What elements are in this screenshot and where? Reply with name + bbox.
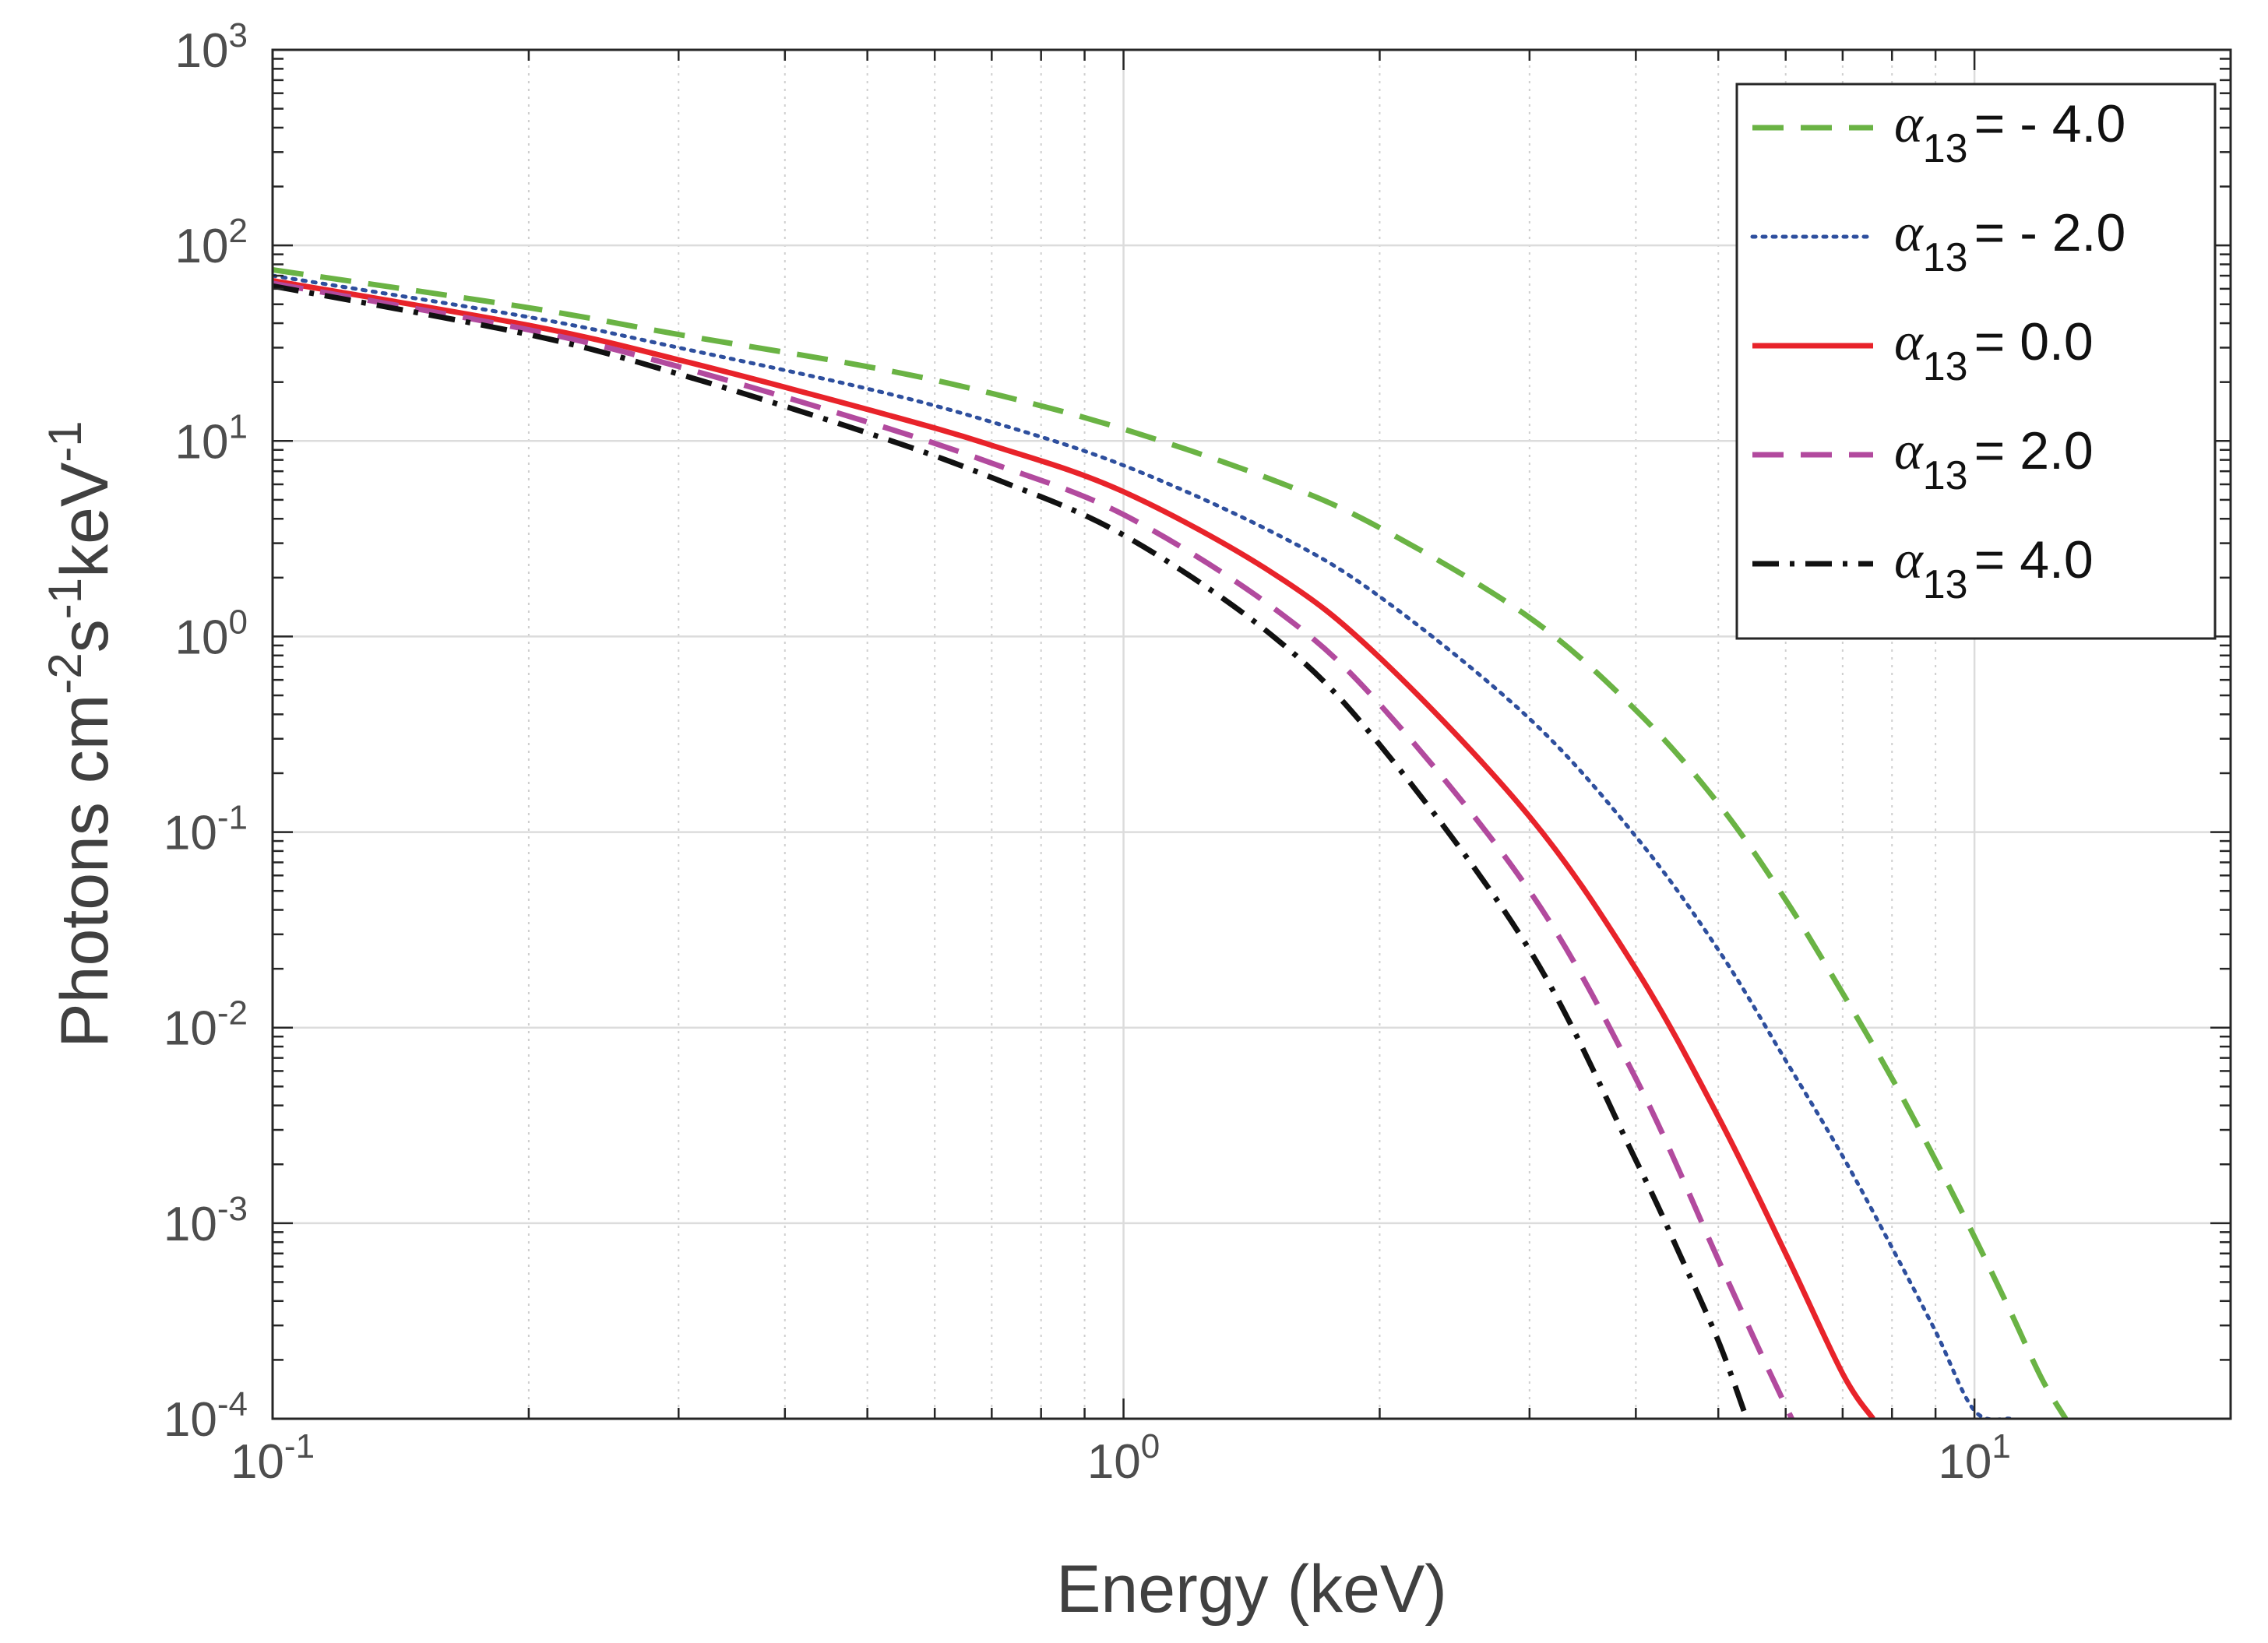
y-tick-label-base: 10 (175, 610, 229, 664)
legend-symbol: α (1894, 312, 1924, 372)
legend-symbol: α (1894, 530, 1924, 590)
legend-box (1735, 83, 2217, 640)
x-axis-title: Energy (keV) (1056, 1552, 1447, 1627)
legend-equals: = - 2.0 (1974, 203, 2126, 262)
series-line-5 (273, 283, 1749, 1419)
svg-text:Photons cm-2s-1keV-1: Photons cm-2s-1keV-1 (39, 420, 122, 1047)
x-tick-label: 101 (1938, 1427, 2010, 1489)
y-tick-label-exp: 0 (229, 603, 248, 641)
legend-subscript: 13 (1923, 235, 1968, 280)
plot-frame (271, 48, 2232, 1420)
x-tick-label-base: 10 (1938, 1435, 1992, 1489)
legend-subscript: 13 (1923, 562, 1968, 607)
x-tick-label-base: 10 (1087, 1435, 1141, 1489)
y-axis-title-exp1: -2 (39, 653, 91, 694)
y-tick-label-base: 10 (175, 220, 229, 273)
y-tick-label: 102 (175, 212, 248, 273)
y-tick-label: 10-3 (164, 1190, 248, 1251)
legend-equals: = 2.0 (1974, 421, 2094, 480)
series-line-3 (273, 278, 1875, 1419)
legend-label-3: α13 = 0.0 (1894, 312, 2094, 389)
y-axis-title-exp3: -1 (39, 420, 91, 462)
series-line-1 (273, 267, 2069, 1419)
legend-label-4: α13 = 2.0 (1894, 421, 2094, 498)
y-tick-label: 10-1 (164, 799, 248, 860)
y-tick-label-exp: 1 (229, 407, 248, 445)
y-tick-label-base: 10 (164, 1198, 217, 1251)
x-tick-label-exp: 0 (1141, 1427, 1160, 1465)
y-tick-label: 103 (175, 16, 248, 78)
legend-label-5: α13 = 4.0 (1894, 530, 2094, 607)
y-tick-label-exp: -4 (217, 1385, 248, 1423)
legend-label-1: α13 = - 4.0 (1894, 94, 2125, 171)
y-tick-label-base: 10 (164, 1393, 217, 1447)
legend-symbol: α (1894, 421, 1924, 481)
x-tick-label-exp: -1 (284, 1427, 315, 1465)
y-axis-title: Photons cm-2s-1keV-1 (39, 420, 122, 1047)
y-axis-title-exp2: -1 (39, 578, 91, 619)
y-tick-label-base: 10 (175, 24, 229, 78)
x-tick-label: 100 (1087, 1427, 1160, 1489)
ticks (271, 48, 2232, 1420)
y-tick-label: 10-4 (164, 1385, 248, 1447)
y-tick-label-exp: 2 (229, 212, 248, 250)
y-tick-label-exp: -2 (217, 994, 248, 1033)
x-tick-label-exp: 1 (1992, 1427, 2010, 1465)
legend-equals: = - 4.0 (1974, 94, 2126, 153)
y-tick-label-exp: -3 (217, 1190, 248, 1228)
legend-subscript: 13 (1923, 453, 1968, 498)
y-tick-label-base: 10 (175, 415, 229, 469)
y-tick-label-exp: 3 (229, 16, 248, 55)
legend-symbol: α (1894, 203, 1924, 263)
y-tick-label: 101 (175, 407, 248, 469)
y-axis-title-mid: s (48, 619, 122, 653)
x-tick-label-base: 10 (231, 1435, 284, 1489)
y-tick-label-base: 10 (164, 1002, 217, 1056)
legend-subscript: 13 (1923, 126, 1968, 171)
y-tick-label: 10-2 (164, 994, 248, 1056)
y-axis-title-end: keV (48, 463, 122, 578)
y-tick-label-base: 10 (164, 807, 217, 860)
y-tick-label: 100 (175, 603, 248, 664)
series-group (273, 267, 2069, 1419)
y-tick-label-exp: -1 (217, 799, 248, 837)
legend-subscript: 13 (1923, 344, 1968, 389)
legend-equals: = 0.0 (1974, 312, 2094, 371)
x-tick-label: 10-1 (231, 1427, 315, 1489)
legend-label-2: α13 = - 2.0 (1894, 203, 2125, 280)
y-axis-title-base: Photons cm (48, 695, 122, 1048)
legend-symbol: α (1894, 94, 1924, 154)
series-line-4 (273, 280, 1794, 1419)
series-line-2 (273, 273, 2012, 1419)
legend-equals: = 4.0 (1974, 530, 2094, 589)
